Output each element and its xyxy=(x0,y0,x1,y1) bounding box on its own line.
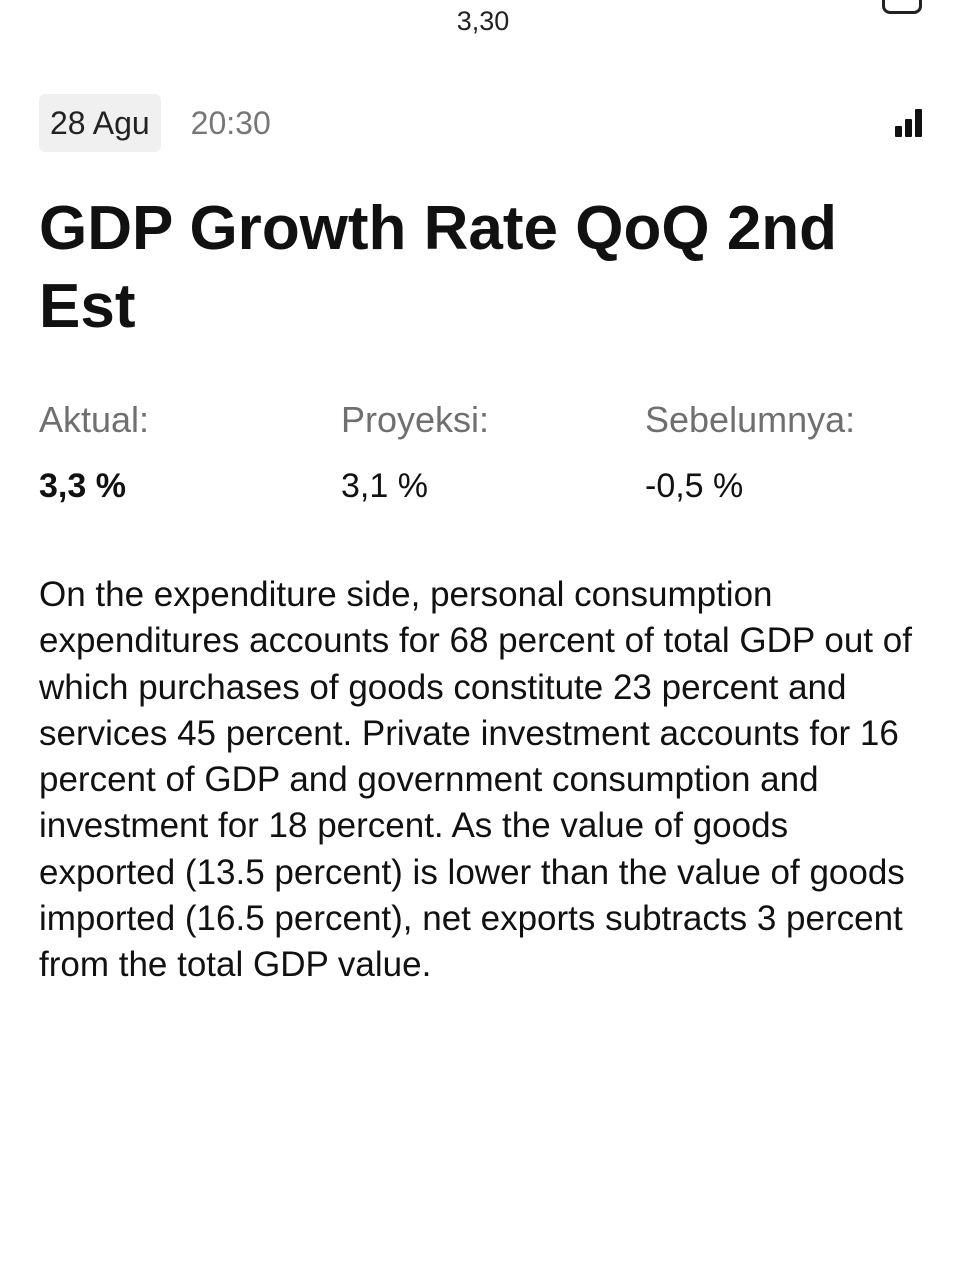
top-value-readout: 3,30 xyxy=(456,6,510,36)
event-meta-row: 28 Agu 20:30 xyxy=(39,94,922,152)
stat-previous: Sebelumnya: -0,5 % xyxy=(645,398,855,508)
stat-actual-label: Aktual: xyxy=(39,399,150,440)
event-date: 28 Agu xyxy=(39,94,161,152)
stat-previous-value: -0,5 % xyxy=(645,467,744,505)
event-time: 20:30 xyxy=(190,104,271,141)
stat-previous-label: Sebelumnya: xyxy=(645,399,856,440)
event-description: On the expenditure side, personal consum… xyxy=(39,575,912,985)
signal-bars-icon xyxy=(895,109,922,137)
stat-forecast-label: Proyeksi: xyxy=(341,399,490,440)
stat-forecast-value: 3,1 % xyxy=(341,467,428,505)
stat-actual: Aktual: 3,3 % xyxy=(39,398,149,508)
stat-forecast: Proyeksi: 3,1 % xyxy=(341,398,489,508)
corner-handle[interactable] xyxy=(882,0,922,14)
event-title: GDP Growth Rate QoQ 2nd Est xyxy=(39,194,838,341)
stat-actual-value: 3,3 % xyxy=(39,467,126,505)
